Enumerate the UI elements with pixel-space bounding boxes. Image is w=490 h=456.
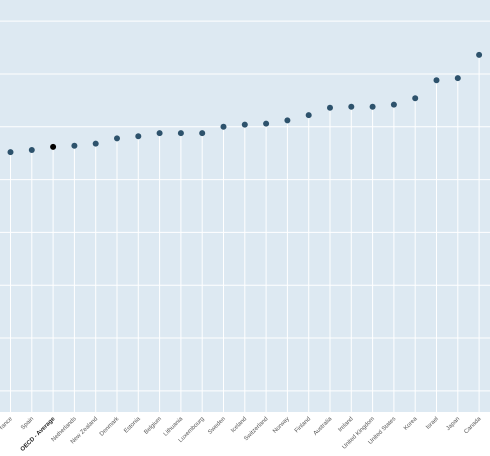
x-tick-label: France (0, 416, 14, 434)
x-tick-label: Iceland (230, 416, 248, 434)
x-tick-label: Korea (403, 416, 419, 432)
data-point (7, 149, 14, 156)
data-point (412, 95, 419, 102)
data-point (348, 103, 355, 110)
x-tick-label: Denmark (99, 415, 121, 437)
data-point (284, 117, 291, 124)
x-tick-label: Lithuania (163, 416, 185, 438)
x-tick-label: Australia (313, 416, 334, 437)
data-point (454, 75, 461, 82)
data-point (177, 130, 184, 137)
data-point (28, 147, 35, 154)
data-point (199, 130, 206, 137)
data-point (263, 120, 270, 127)
data-point (369, 103, 376, 110)
data-points (7, 51, 483, 156)
data-point (433, 77, 440, 84)
data-point-highlight (50, 143, 57, 150)
x-tick-label: Spain (20, 416, 35, 431)
data-point (476, 51, 483, 58)
x-tick-label: Sweden (207, 416, 227, 436)
x-tick-label: Estonia (123, 416, 142, 435)
data-point (114, 135, 120, 142)
x-tick-label: Belgium (143, 416, 163, 436)
data-point (220, 123, 227, 130)
data-point (156, 130, 163, 137)
data-point (241, 121, 248, 128)
vertical-gridlines (10, 54, 480, 412)
data-point (305, 112, 312, 119)
x-tick-label: Japan (445, 416, 461, 432)
x-tick-label: Canada (463, 416, 483, 436)
x-tick-label: Israel (425, 416, 440, 431)
x-tick-label: Norway (272, 416, 291, 435)
data-point (327, 104, 333, 111)
data-point (390, 101, 397, 108)
data-point (71, 142, 78, 149)
x-tick-label: Finland (294, 416, 312, 434)
data-point (92, 140, 99, 147)
x-tick-label: Ireland (337, 416, 354, 433)
data-point (135, 133, 142, 140)
